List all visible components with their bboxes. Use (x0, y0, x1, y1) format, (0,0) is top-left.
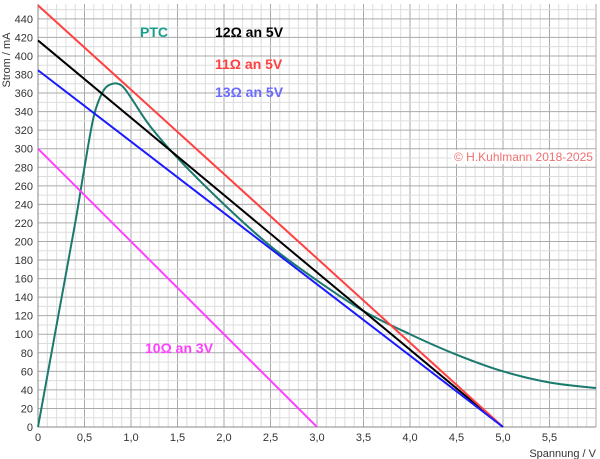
y-tick-label: 260 (15, 181, 33, 193)
x-tick-label: 2,5 (263, 432, 278, 444)
x-tick-label: 4,5 (449, 432, 464, 444)
y-tick-label: 200 (15, 236, 33, 248)
x-tick-label: 3,5 (356, 432, 371, 444)
y-tick-label: 180 (15, 255, 33, 267)
x-tick-label: 1,0 (123, 432, 138, 444)
copyright: © H.Kuhlmann 2018-2025 (452, 150, 595, 164)
y-tick-label: 220 (15, 218, 33, 230)
y-tick-label: 380 (15, 70, 33, 82)
x-tick-label: 1,5 (170, 432, 185, 444)
series-line (37, 82, 597, 428)
series-line (37, 4, 504, 428)
x-tick-label: 5,0 (495, 432, 510, 444)
x-tick-label: 5,5 (542, 432, 557, 444)
y-tick-label: 360 (15, 88, 33, 100)
y-tick-label: 160 (15, 274, 33, 286)
series-label: 11Ω an 5V (215, 56, 283, 72)
series-label: PTC (140, 24, 168, 40)
y-tick-label: 280 (15, 162, 33, 174)
y-tick-label: 20 (21, 403, 33, 415)
series-line (37, 39, 504, 428)
series-line (37, 69, 504, 428)
y-tick-label: 400 (15, 51, 33, 63)
x-tick-label: 0,5 (77, 432, 92, 444)
y-tick-label: 120 (15, 311, 33, 323)
y-tick-label: 320 (15, 125, 33, 137)
x-tick-label: 3,0 (309, 432, 324, 444)
series-label: 13Ω an 5V (215, 84, 284, 100)
y-tick-label: 0 (27, 422, 33, 434)
y-tick-label: 100 (15, 329, 33, 341)
y-tick-label: 140 (15, 292, 33, 304)
x-tick-label: 2,0 (216, 432, 231, 444)
x-axis-label: Spannung / V (529, 448, 596, 459)
series-line (37, 148, 318, 428)
series-label: 12Ω an 5V (215, 24, 284, 40)
y-tick-label: 40 (21, 385, 33, 397)
y-tick-label: 240 (15, 199, 33, 211)
x-tick-label: 0 (35, 432, 41, 444)
y-tick-label: 440 (15, 14, 33, 26)
series-label: 10Ω an 3V (145, 340, 214, 356)
y-axis-label: Strom / mA (1, 32, 13, 88)
y-tick-label: 340 (15, 107, 33, 119)
y-tick-label: 60 (21, 366, 33, 378)
y-tick-label: 420 (15, 32, 33, 44)
y-tick-label: 80 (21, 348, 33, 360)
x-tick-label: 4,0 (402, 432, 417, 444)
y-tick-label: 300 (15, 144, 33, 156)
